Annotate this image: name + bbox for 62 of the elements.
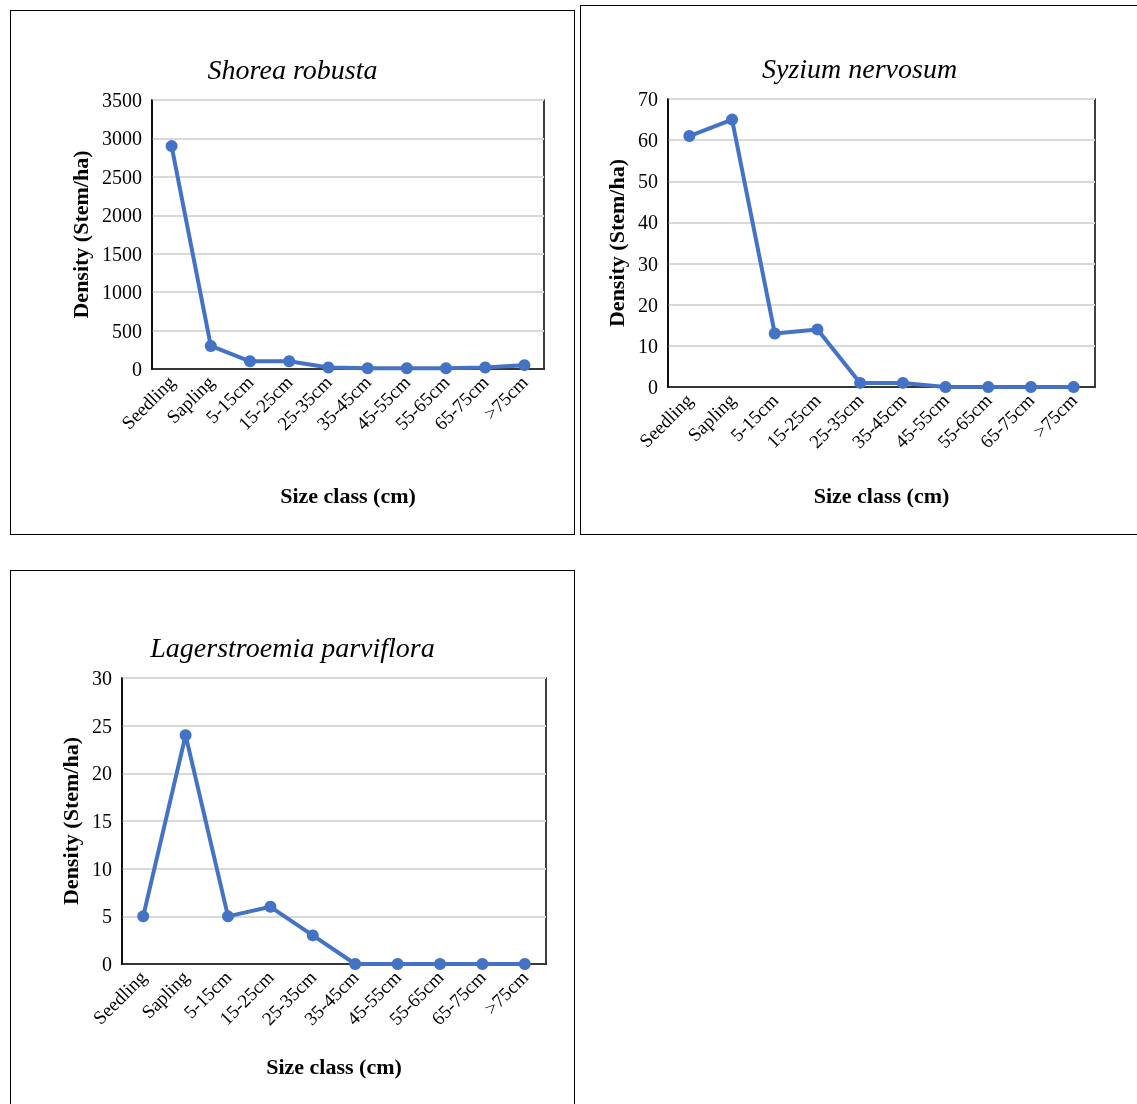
y-tick-label: 25 (92, 714, 112, 737)
point (283, 355, 296, 368)
chart-title: Lagerstroemia parviflora (149, 631, 435, 663)
point (137, 910, 150, 923)
point (479, 361, 492, 374)
y-tick-label: 60 (638, 129, 658, 152)
point (179, 729, 192, 742)
y-tick-label: 5 (102, 905, 112, 928)
point (361, 362, 374, 375)
point (1024, 381, 1037, 393)
y-tick-label: 10 (638, 334, 658, 357)
point (768, 327, 781, 340)
y-tick-label: 20 (92, 762, 112, 785)
y-tick-label: 1000 (102, 281, 142, 304)
y-axis-title: Density (Stem/ha) (57, 736, 83, 906)
y-tick-label: 2500 (102, 165, 142, 188)
chart-title: Syzium nervosum (761, 52, 958, 84)
point (896, 376, 909, 389)
point (939, 381, 952, 393)
point (400, 362, 413, 375)
y-tick-label: 3000 (102, 127, 142, 150)
y-tick-label: 10 (92, 857, 112, 880)
x-axis-title: Size class (cm) (813, 482, 950, 508)
y-tick-label: 70 (638, 88, 658, 110)
point (518, 359, 531, 372)
point (244, 355, 256, 368)
y-tick-label: 30 (638, 252, 658, 275)
y-axis-title: Density (Stem/ha) (603, 158, 629, 328)
point (165, 140, 178, 153)
point (683, 130, 696, 143)
point (391, 958, 404, 970)
point (476, 958, 489, 970)
y-tick-label: 15 (92, 810, 112, 832)
point (204, 339, 217, 352)
point (518, 958, 531, 970)
y-tick-label: 0 (648, 376, 658, 398)
point (306, 929, 319, 942)
point (349, 958, 362, 970)
chart-title: Shorea robusta (207, 53, 378, 85)
point (322, 361, 335, 374)
y-tick-label: 2000 (102, 204, 142, 227)
point (982, 381, 995, 393)
point (811, 323, 824, 336)
y-axis-title: Density (Stem/ha) (67, 150, 93, 319)
point (726, 113, 739, 126)
point (264, 900, 277, 913)
y-tick-label: 20 (638, 293, 658, 316)
point (434, 958, 446, 970)
y-tick-label: 30 (92, 667, 112, 689)
y-tick-label: 40 (638, 211, 658, 234)
y-tick-label: 50 (638, 170, 658, 193)
y-tick-label: 0 (102, 953, 112, 975)
y-tick-label: 1500 (102, 242, 142, 265)
point (222, 910, 234, 923)
y-tick-label: 3500 (102, 89, 142, 111)
x-axis-title: Size class (cm) (280, 482, 416, 508)
y-tick-label: 500 (112, 319, 142, 342)
point (854, 376, 867, 389)
x-axis-title: Size class (cm) (266, 1053, 402, 1079)
point (440, 362, 452, 375)
y-tick-label: 0 (132, 358, 142, 380)
point (1067, 381, 1080, 393)
